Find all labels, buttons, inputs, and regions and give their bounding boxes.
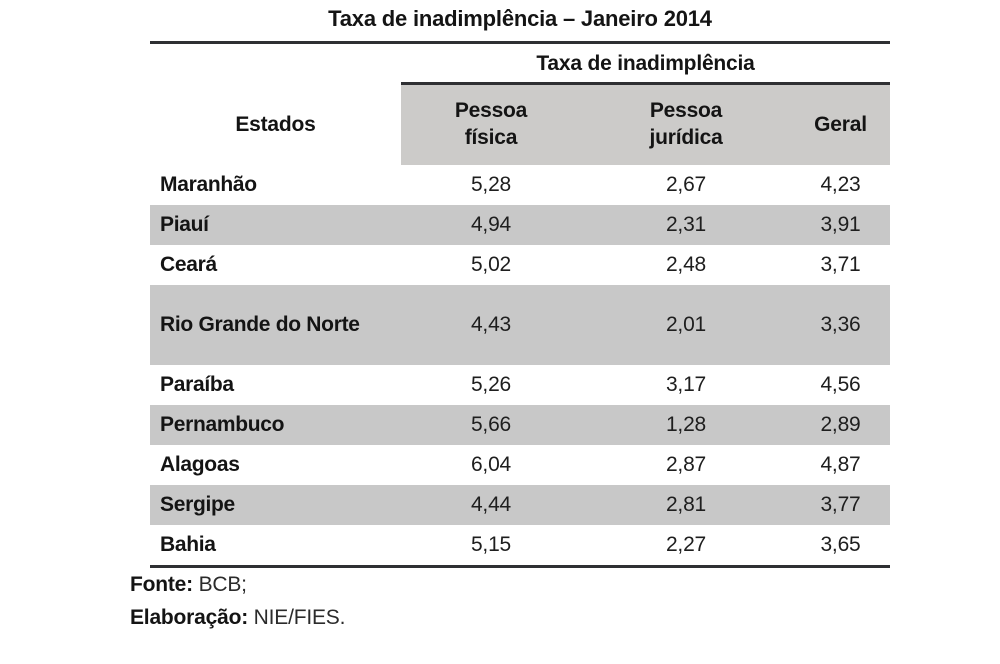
row-value-pessoa-juridica: 2,81 [665,493,707,516]
column-header-estados: Estados [235,113,316,136]
figure-title: Taxa de inadimplência – Janeiro 2014 [328,6,712,31]
row-state-label: Alagoas [160,452,240,476]
row-value-geral: 3,71 [820,253,861,276]
row-value-geral: 4,87 [820,453,861,476]
row-value-geral: 3,77 [820,493,861,516]
column-header-pessoa-juridica: Pessoa jurídica [581,85,791,165]
row-state-label: Piauí [160,212,209,236]
row-value-geral: 2,89 [820,413,861,436]
column-header-pessoa-fisica-line1: Pessoa [454,99,528,123]
row-state-label: Paraíba [160,372,234,396]
row-value-geral: 3,91 [820,213,861,236]
row-state-label: Ceará [160,252,217,276]
table-row: Alagoas 6,04 2,87 4,87 [150,445,890,485]
row-value-pessoa-juridica: 2,67 [665,173,707,196]
row-value-geral: 4,23 [820,173,861,196]
footer-source-value: BCB; [198,573,247,596]
row-value-pessoa-juridica: 2,27 [665,533,707,556]
row-state-label: Rio Grande do Norte [160,312,360,336]
row-value-pessoa-fisica: 5,66 [470,413,512,436]
row-value-pessoa-fisica: 5,28 [470,173,512,196]
footer-elaboration-label: Elaboração: [130,606,249,629]
column-header-geral: Geral [791,85,890,165]
row-value-pessoa-fisica: 5,26 [470,373,512,396]
row-value-geral: 3,65 [820,533,861,556]
row-value-pessoa-fisica: 5,15 [470,533,512,556]
spanner-header: Taxa de inadimplência [536,52,755,75]
row-state-label: Bahia [160,532,216,556]
row-value-geral: 4,56 [820,373,861,396]
row-value-pessoa-juridica: 2,48 [665,253,707,276]
table-row: Bahia 5,15 2,27 3,65 [150,525,890,565]
row-value-pessoa-fisica: 6,04 [470,453,512,476]
table-top-rule [150,41,890,44]
footer-source-label: Fonte: [130,573,193,596]
footer-source: Fonte: BCB; [130,573,247,597]
table-row: Rio Grande do Norte 4,43 2,01 3,36 [150,285,890,365]
row-value-pessoa-fisica: 4,94 [470,213,512,236]
footer-elaboration: Elaboração: NIE/FIES. [130,606,345,630]
table-row: Paraíba 5,26 3,17 4,56 [150,365,890,405]
table-row: Pernambuco 5,66 1,28 2,89 [150,405,890,445]
row-value-pessoa-fisica: 5,02 [470,253,512,276]
row-value-pessoa-juridica: 2,87 [665,453,707,476]
row-value-pessoa-juridica: 1,28 [665,413,707,436]
table-bottom-rule [150,565,890,568]
spanner-rule [401,82,890,85]
row-state-label: Maranhão [160,172,257,196]
row-value-pessoa-juridica: 3,17 [665,373,707,396]
table-row: Sergipe 4,44 2,81 3,77 [150,485,890,525]
row-state-label: Pernambuco [160,412,285,436]
row-value-pessoa-fisica: 4,44 [470,493,512,516]
row-value-pessoa-juridica: 2,31 [665,213,707,236]
footer-elaboration-value: NIE/FIES. [253,606,346,629]
row-state-label: Sergipe [160,492,235,516]
column-header-pessoa-juridica-line1: Pessoa [649,99,723,123]
table-row: Piauí 4,94 2,31 3,91 [150,205,890,245]
row-value-pessoa-juridica: 2,01 [665,313,707,336]
row-value-geral: 3,36 [820,313,861,336]
table-row: Maranhão 5,28 2,67 4,23 [150,165,890,205]
row-value-pessoa-fisica: 4,43 [470,313,512,336]
table-row: Ceará 5,02 2,48 3,71 [150,245,890,285]
column-header-geral-line1: Geral [814,112,867,136]
column-header-pessoa-fisica: Pessoa física [401,85,581,165]
column-header-pessoa-juridica-line2: jurídica [649,126,723,149]
column-header-pessoa-fisica-line2: física [464,126,518,149]
header-shade-block [401,85,890,165]
